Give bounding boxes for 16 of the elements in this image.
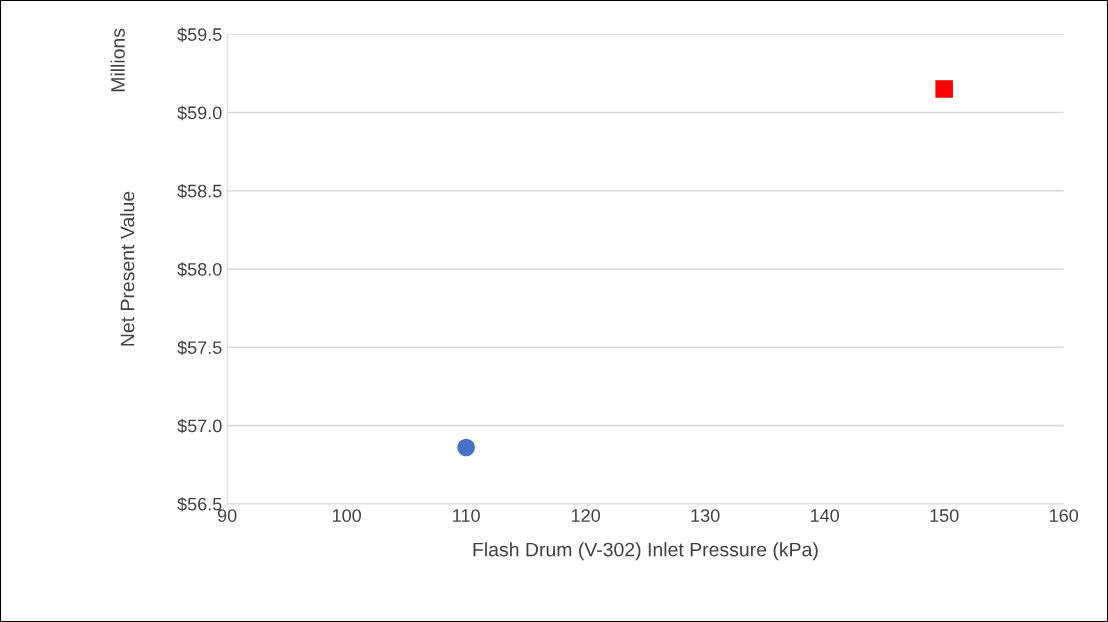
y-tick-label: $58.0 [177, 262, 222, 277]
x-axis-title: Flash Drum (V-302) Inlet Pressure (kPa) [473, 542, 818, 561]
y-tick-label: $57.5 [177, 340, 222, 356]
x-tick-label: 110 [453, 509, 480, 522]
y-tick-label: $58.5 [177, 183, 222, 199]
y-tick-label: $59.5 [177, 27, 222, 42]
x-tick-label: 160 [1050, 509, 1079, 522]
x-tick-label: 140 [810, 509, 840, 522]
y-tick-label: $57.0 [177, 418, 222, 434]
x-tick-label: 120 [571, 509, 601, 522]
x-tick-label: 130 [691, 509, 720, 522]
x-tick-label: 150 [930, 509, 959, 522]
y-axis-title: Net Present Value [120, 191, 135, 346]
text: Millions [110, 28, 125, 92]
y-tick-label: $59.0 [177, 105, 222, 121]
x-tick-label: 100 [332, 509, 361, 522]
